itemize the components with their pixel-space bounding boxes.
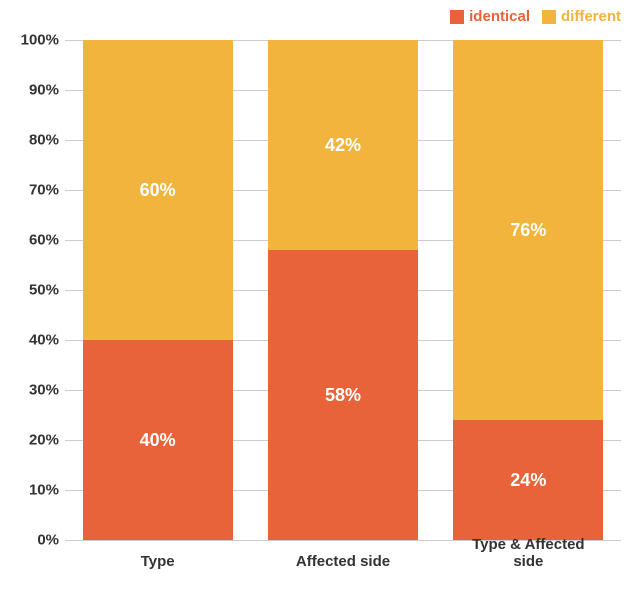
bar-segment-identical: 58% <box>268 250 418 540</box>
legend-swatch-different <box>542 10 556 24</box>
y-tick-100: 100% <box>9 32 59 49</box>
x-tick-label: Type & Affected side <box>472 536 585 570</box>
plot-area: 40% 60% 58% 42% 24% 76% <box>65 40 621 540</box>
bar-value-label: 40% <box>140 430 176 451</box>
y-tick-40: 40% <box>9 332 59 349</box>
y-tick-80: 80% <box>9 132 59 149</box>
x-tick-label: Type <box>141 553 175 570</box>
bar-segment-identical: 24% <box>453 420 603 540</box>
bar-value-label: 24% <box>510 470 546 491</box>
y-tick-60: 60% <box>9 232 59 249</box>
y-tick-50: 50% <box>9 282 59 299</box>
bar-segment-different: 60% <box>83 40 233 340</box>
stacked-bar-chart: identical different 0% 10% 20% 30% 40% 5… <box>0 0 641 592</box>
bar-segment-identical: 40% <box>83 340 233 540</box>
y-tick-0: 0% <box>9 532 59 549</box>
y-tick-20: 20% <box>9 432 59 449</box>
bar-group-type: 40% 60% <box>83 40 233 540</box>
bar-value-label: 58% <box>325 385 361 406</box>
y-tick-30: 30% <box>9 382 59 399</box>
legend: identical different <box>450 8 621 25</box>
bar-group-affected-side: 58% 42% <box>268 40 418 540</box>
y-tick-10: 10% <box>9 482 59 499</box>
legend-item-identical: identical <box>450 8 530 25</box>
bar-value-label: 76% <box>510 220 546 241</box>
y-tick-70: 70% <box>9 182 59 199</box>
y-tick-90: 90% <box>9 82 59 99</box>
bar-group-type-and-affected-side: 24% 76% <box>453 40 603 540</box>
bars-row: 40% 60% 58% 42% 24% 76% <box>65 40 621 540</box>
bar-segment-different: 42% <box>268 40 418 250</box>
x-tick-label: Affected side <box>296 553 390 570</box>
legend-label: different <box>561 8 621 25</box>
bar-value-label: 42% <box>325 135 361 156</box>
legend-label: identical <box>469 8 530 25</box>
legend-item-different: different <box>542 8 621 25</box>
bar-value-label: 60% <box>140 180 176 201</box>
bar-segment-different: 76% <box>453 40 603 420</box>
legend-swatch-identical <box>450 10 464 24</box>
